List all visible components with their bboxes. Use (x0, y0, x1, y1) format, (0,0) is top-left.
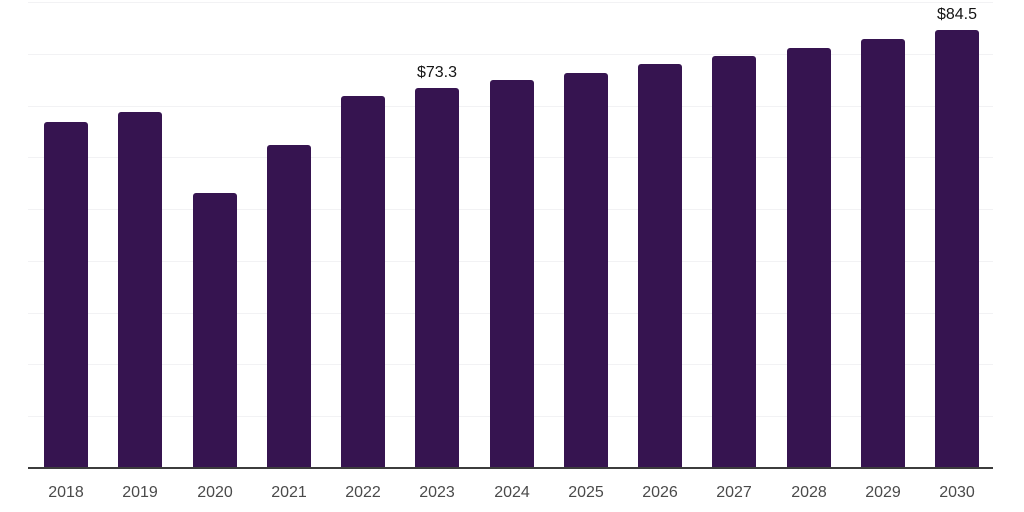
x-tick-label-2024: 2024 (494, 484, 530, 501)
gridline (28, 54, 993, 55)
x-tick-label-2021: 2021 (271, 484, 307, 501)
x-tick-label-2023: 2023 (419, 484, 455, 501)
value-label-2023: $73.3 (416, 64, 458, 81)
bar-2029 (861, 39, 905, 468)
bar-2023 (415, 88, 459, 468)
x-tick-label-2030: 2030 (939, 484, 975, 501)
bar-2027 (712, 56, 756, 468)
x-tick-label-2022: 2022 (345, 484, 381, 501)
bar-2024 (490, 80, 534, 468)
x-tick-label-2025: 2025 (568, 484, 604, 501)
gridline (28, 2, 993, 3)
x-axis-line (28, 467, 993, 469)
x-tick-label-2018: 2018 (48, 484, 84, 501)
x-tick-label-2029: 2029 (865, 484, 901, 501)
x-tick-label-2019: 2019 (122, 484, 158, 501)
x-tick-label-2020: 2020 (197, 484, 233, 501)
bar-2025 (564, 73, 608, 468)
x-tick-label-2027: 2027 (716, 484, 752, 501)
bar-2021 (267, 145, 311, 468)
x-tick-label-2028: 2028 (791, 484, 827, 501)
bar-2019 (118, 112, 162, 468)
bar-2026 (638, 64, 682, 468)
bar-2030 (935, 30, 979, 468)
bar-2028 (787, 48, 831, 468)
bar-2018 (44, 122, 88, 468)
x-tick-label-2026: 2026 (642, 484, 678, 501)
bar-2022 (341, 96, 385, 468)
bar-2020 (193, 193, 237, 468)
value-label-2030: $84.5 (936, 6, 978, 23)
